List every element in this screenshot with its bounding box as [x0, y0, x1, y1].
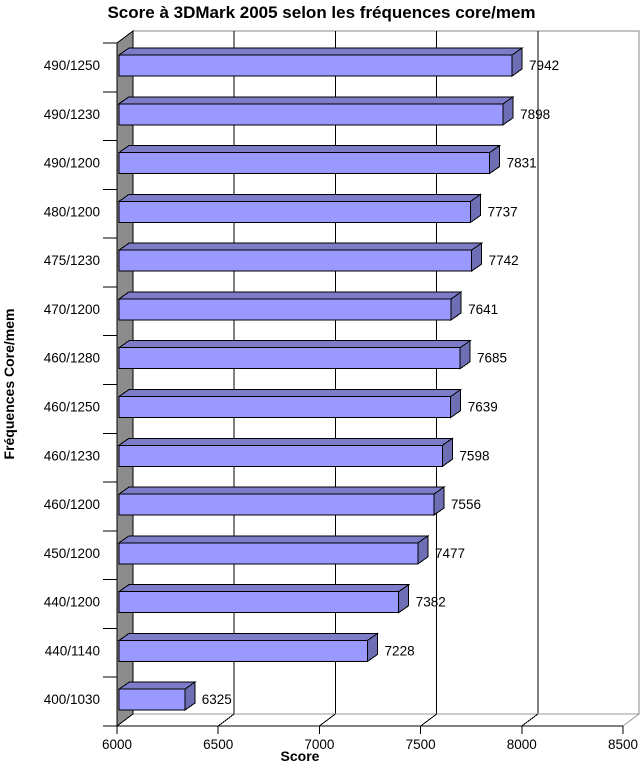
floor-tick-connector [622, 713, 640, 727]
bar-490/1230 [118, 103, 504, 126]
category-label: 475/1230 [44, 253, 100, 268]
value-label: 7685 [477, 351, 507, 366]
bar-top-face [117, 145, 502, 154]
floor [117, 714, 639, 726]
bar-top-face [117, 437, 455, 446]
value-label: 7556 [451, 497, 481, 512]
category-label: 480/1200 [44, 204, 100, 219]
value-label: 7737 [488, 204, 518, 219]
value-label: 7598 [459, 448, 489, 463]
bar-top-face [117, 47, 524, 56]
bar-460/1280 [118, 347, 461, 370]
bar-450/1200 [118, 542, 419, 565]
category-label: 440/1200 [44, 595, 100, 610]
bar-top-face [117, 96, 515, 105]
bar-top-face [117, 681, 197, 690]
value-label: 7641 [468, 302, 498, 317]
value-label: 7639 [468, 400, 498, 415]
bar-460/1230 [118, 444, 443, 467]
bar-440/1140 [118, 639, 369, 662]
category-label: 470/1200 [44, 302, 100, 317]
category-label: 400/1030 [44, 692, 100, 707]
floor-tick-connector [319, 713, 336, 727]
x-tick-label: 6500 [203, 737, 233, 752]
category-label: 440/1140 [45, 643, 100, 658]
category-label: 490/1200 [44, 156, 100, 171]
floor-tick-connector [521, 713, 539, 727]
chart-title: Score à 3DMark 2005 selon les fréquences… [107, 3, 536, 22]
category-label: 490/1230 [44, 107, 100, 122]
bar-top-face [117, 584, 411, 593]
x-tick-label: 7000 [304, 737, 334, 752]
value-label: 7898 [520, 107, 550, 122]
bar-440/1200 [118, 591, 400, 614]
value-label: 7831 [507, 156, 537, 171]
value-label: 7477 [435, 546, 465, 561]
category-label: 460/1230 [44, 448, 100, 463]
bar-top-face [117, 340, 472, 349]
value-label: 6325 [202, 692, 232, 707]
bar-top-face [117, 291, 463, 300]
category-label: 460/1250 [44, 400, 100, 415]
bar-top-face [117, 242, 484, 251]
bar-480/1200 [118, 200, 472, 223]
x-tick-label: 6000 [102, 737, 132, 752]
bar-490/1250 [118, 54, 513, 77]
bar-top-face [117, 486, 446, 495]
x-tick-label: 8000 [507, 737, 537, 752]
value-label: 7742 [489, 253, 519, 268]
category-label: 460/1200 [44, 497, 100, 512]
x-tick-label: 8500 [608, 737, 638, 752]
bar-460/1200 [118, 493, 435, 516]
bar-400/1030 [118, 688, 186, 711]
category-label: 450/1200 [44, 546, 100, 561]
bar-top-face [117, 535, 430, 544]
bar-490/1200 [118, 152, 491, 175]
x-axis-title: Score [280, 748, 320, 764]
floor-tick-connector [217, 713, 235, 727]
bar-top-face [117, 193, 483, 202]
x-tick-label: 7500 [406, 737, 436, 752]
side-wall [116, 30, 134, 727]
value-label: 7942 [529, 58, 559, 73]
bar-top-face [117, 389, 463, 397]
bar-470/1200 [118, 298, 452, 321]
value-label: 7228 [385, 643, 415, 658]
floor-tick-connector [420, 713, 437, 727]
bar-475/1230 [118, 249, 473, 272]
value-label: 7382 [416, 595, 446, 610]
category-label: 460/1280 [44, 351, 100, 366]
bar-460/1250 [118, 396, 452, 418]
category-label: 490/1250 [44, 58, 100, 73]
bar-top-face [117, 632, 380, 641]
